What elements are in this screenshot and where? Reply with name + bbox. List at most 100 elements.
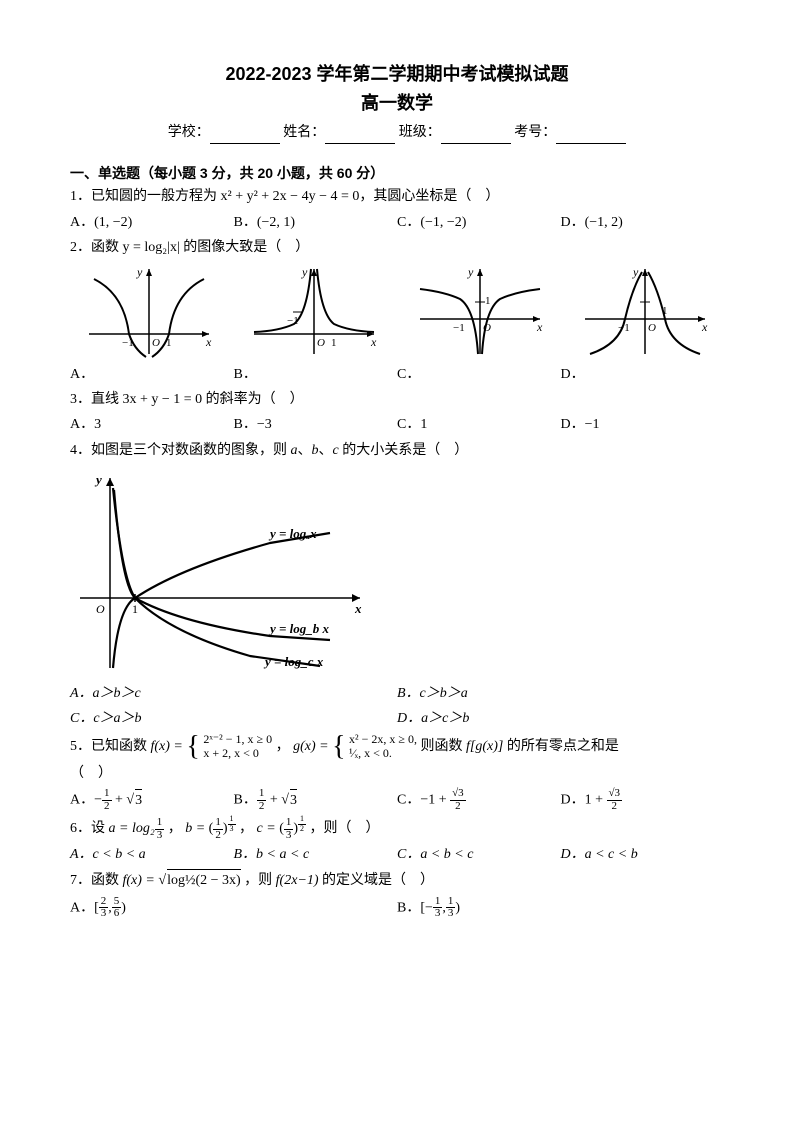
q2-opt-b: B． xyxy=(234,363,398,387)
school-label: 学校： xyxy=(168,125,210,140)
q6-opt-c: C．a < b < c xyxy=(397,843,561,867)
q5b-pre: B． xyxy=(234,793,257,808)
frac-s3: √32 xyxy=(450,788,466,812)
q7b-pre: B． xyxy=(397,900,420,915)
examno-blank xyxy=(556,129,626,144)
q2-opt-d: D． xyxy=(561,363,725,387)
q5-b: ， xyxy=(276,739,290,754)
q5-d: 的所有零点之和是 xyxy=(507,739,619,754)
frac-b2: 13 xyxy=(446,896,456,920)
q1-options: A．(1, −2) B．(−2, 1) C．(−1, −2) D．(−1, 2) xyxy=(70,211,724,235)
q6-a: 6．设 xyxy=(70,821,105,836)
q5b-mid: + xyxy=(266,793,281,808)
q5-fx: f(x) = xyxy=(151,739,183,754)
q4-stem: 4．如图是三个对数函数的图象，则 a、b、c 的大小关系是（ ） xyxy=(70,440,724,462)
frac13: 13 xyxy=(155,817,165,841)
q5d-pre: D．1 + xyxy=(561,793,607,808)
q5-p2b: ¹⁄ₓ, x < 0. xyxy=(349,747,417,761)
exp12: 12 xyxy=(298,815,306,833)
svg-text:1: 1 xyxy=(331,337,337,349)
svg-text:x: x xyxy=(205,335,212,349)
q1-opt-c: C．(−1, −2) xyxy=(397,211,561,235)
section-1-header: 一、单选题（每小题 3 分，共 20 小题，共 60 分） xyxy=(70,162,724,184)
q2-opt-c: C． xyxy=(397,363,561,387)
q2-graph-a: x y O −1 1 xyxy=(70,264,228,359)
q4-a: a xyxy=(291,443,298,458)
frac-a1: 23 xyxy=(99,896,109,920)
frac-a2: 56 xyxy=(112,896,122,920)
class-blank xyxy=(441,129,511,144)
svg-text:O: O xyxy=(152,337,160,349)
q3-opt-b: B．−3 xyxy=(234,413,398,437)
q4-options: A．a＞b＞c B．c＞b＞a C．c＞a＞b D．a＞c＞b xyxy=(70,682,724,731)
q3-stem: 3．直线 3x + y − 1 = 0 的斜率为（ ） xyxy=(70,389,724,411)
q7-c: 的定义域是（ ） xyxy=(322,873,434,888)
svg-text:1: 1 xyxy=(132,602,138,616)
svg-text:y = log_c x: y = log_c x xyxy=(263,654,324,669)
q4-opt-a: A．a＞b＞c xyxy=(70,682,397,706)
q6-bvar: b = xyxy=(185,821,208,836)
q7-stem: 7．函数 f(x) = √log½(2 − 3x) ，则 f(2x−1) 的定义… xyxy=(70,869,724,892)
q4-opt-c: C．c＞a＞b xyxy=(70,707,397,731)
q3-options: A．3 B．−3 C．1 D．−1 xyxy=(70,413,724,437)
student-info-line: 学校： 姓名： 班级： 考号： xyxy=(70,122,724,144)
q5-a: 5．已知函数 xyxy=(70,739,147,754)
q7-opt-a: A．[23,56) xyxy=(70,895,397,921)
q5-paren: （ ） xyxy=(70,763,724,785)
q5-c: 则函数 xyxy=(421,739,463,754)
q2-graphs: x y O −1 1 x y O −1 1 xyxy=(70,264,724,359)
class-label: 班级： xyxy=(399,125,441,140)
rb: ) xyxy=(121,900,126,915)
sqrt3: 3 xyxy=(135,789,142,812)
svg-text:y: y xyxy=(467,265,474,279)
q4-b: b xyxy=(312,443,319,458)
name-label: 姓名： xyxy=(283,125,325,140)
svg-text:O: O xyxy=(648,322,656,334)
q5-p1b: x + 2, x < 0 xyxy=(203,747,272,761)
q4-opt-b: B．c＞b＞a xyxy=(397,682,724,706)
q5a-pre: A．− xyxy=(70,793,102,808)
svg-text:y = log_b x: y = log_b x xyxy=(268,621,330,636)
svg-text:−1: −1 xyxy=(453,322,465,334)
frac12: 12 xyxy=(213,817,223,841)
neg: − xyxy=(425,900,433,915)
q5-gx: g(x) = xyxy=(293,739,329,754)
exam-title: 2022-2023 学年第二学期期中考试模拟试题 xyxy=(70,60,724,89)
frac-b1: 13 xyxy=(433,896,443,920)
q7-f2x1: f(2x−1) xyxy=(276,873,319,888)
q4-mid2: 、 xyxy=(319,443,333,458)
svg-text:x: x xyxy=(701,320,708,334)
q1-opt-a: A．(1, −2) xyxy=(70,211,234,235)
q6-options: A．c < b < a B．b < a < c C．a < b < c D．a … xyxy=(70,843,724,867)
q1-opt-d: D．(−1, 2) xyxy=(561,211,725,235)
q2-graph-c: x y O −1 1 xyxy=(401,264,559,359)
q4-mid1: 、 xyxy=(298,443,312,458)
q7-b: ，则 xyxy=(244,873,272,888)
q7a-pre: A． xyxy=(70,900,94,915)
q2-opt-a: A． xyxy=(70,363,234,387)
q7-opt-b: B．[−13,13) xyxy=(397,895,724,921)
rb: ) xyxy=(455,900,460,915)
svg-text:x: x xyxy=(354,601,362,616)
q5-piece1: 2ˣ⁻² − 1, x ≥ 0 x + 2, x < 0 xyxy=(203,733,272,761)
sqrt3: 3 xyxy=(290,789,297,812)
q1-opt-b: B．(−2, 1) xyxy=(234,211,398,235)
q5-p2a: x² − 2x, x ≥ 0, xyxy=(349,733,417,747)
q5-opt-b: B．12 + √3 xyxy=(234,787,398,813)
examno-label: 考号： xyxy=(514,125,556,140)
svg-text:y: y xyxy=(301,265,308,279)
name-blank xyxy=(325,129,395,144)
svg-text:y = logₐx: y = logₐx xyxy=(268,526,317,541)
frac-half: 12 xyxy=(102,788,112,812)
q5-opt-a: A．−12 + √3 xyxy=(70,787,234,813)
svg-text:x: x xyxy=(536,320,543,334)
q6-c: ， xyxy=(239,821,253,836)
svg-text:y: y xyxy=(94,472,102,487)
q2-graph-d: x y O −1 1 xyxy=(567,264,725,359)
q6-opt-d: D．a < c < b xyxy=(561,843,725,867)
brace-icon: { xyxy=(332,733,345,761)
q7-a: 7．函数 xyxy=(70,873,119,888)
svg-text:x: x xyxy=(370,335,377,349)
svg-text:y: y xyxy=(136,265,143,279)
svg-text:y: y xyxy=(632,265,639,279)
